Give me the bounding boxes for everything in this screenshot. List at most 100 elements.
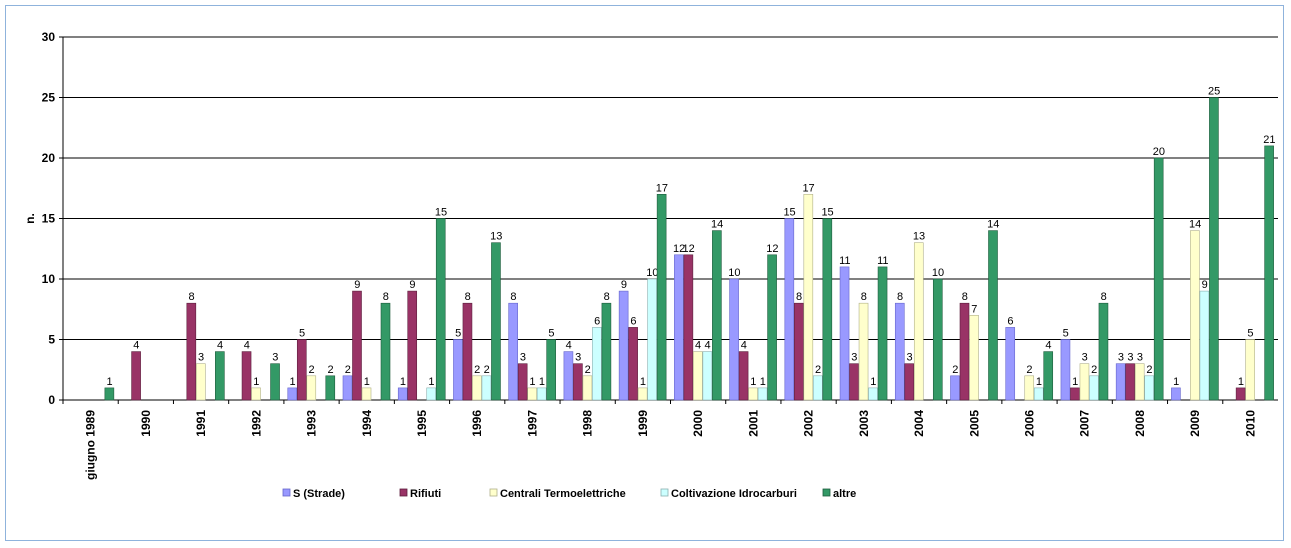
bar-centrali-termoelettriche-2006 (1024, 375, 1035, 401)
bar-centrali-termoelettriche-2010 (1245, 339, 1255, 401)
y-tick-label: 30 (42, 30, 56, 44)
data-label: 3 (851, 352, 857, 364)
data-label: 1 (539, 376, 545, 388)
legend-swatch-s-strade (282, 488, 291, 497)
data-label: 2 (1026, 364, 1032, 376)
bar-s-strade-2003 (839, 266, 850, 401)
data-label: 14 (1189, 219, 1201, 231)
bar-centrali-termoelettriche-2002 (803, 194, 814, 401)
data-label: 3 (520, 352, 526, 364)
data-label: 8 (1101, 291, 1107, 303)
data-label: 11 (877, 255, 888, 267)
x-tick-label: 1998 (581, 410, 595, 437)
x-tick-label: 2009 (1188, 410, 1202, 437)
data-label: 12 (682, 243, 694, 255)
data-label: 10 (932, 267, 944, 279)
bar-rifiuti-2010 (1235, 387, 1246, 401)
bar-altre-1995 (435, 218, 446, 401)
bar-rifiuti-2004 (904, 363, 915, 401)
data-label: 1 (1072, 376, 1078, 388)
x-tick-label: 1995 (415, 410, 429, 437)
data-label: 1 (529, 376, 535, 388)
bar-altre-2009 (1209, 97, 1219, 401)
data-label: 3 (1137, 352, 1143, 364)
bar-coltivazione-idrocarburi-2009 (1199, 290, 1210, 401)
data-label: 12 (673, 243, 685, 255)
bar-centrali-termoelettriche-1999 (637, 387, 648, 401)
data-label: 12 (766, 243, 778, 255)
data-label: 3 (1127, 352, 1133, 364)
data-label: 4 (566, 340, 572, 352)
x-tick-label: 1994 (360, 410, 374, 437)
bar-centrali-termoelettriche-2009 (1190, 230, 1200, 401)
bar-centrali-termoelettriche-1994 (361, 387, 372, 401)
data-label: 4 (133, 340, 139, 352)
data-label: 5 (299, 328, 305, 340)
bar-rifiuti-1994 (352, 290, 362, 401)
bar-centrali-termoelettriche-2000 (693, 351, 703, 401)
data-label: 3 (1118, 352, 1124, 364)
data-label: 5 (455, 328, 461, 340)
data-label: 4 (741, 340, 747, 352)
x-tick-label: giugno 1989 (84, 410, 98, 480)
data-label: 6 (594, 315, 600, 327)
data-label: 13 (913, 231, 925, 243)
data-label: 1 (428, 376, 434, 388)
data-label: 2 (1091, 364, 1097, 376)
bar-rifiuti-1998 (573, 363, 583, 401)
legend-label-s-strade: S (Strade) (293, 488, 345, 500)
bar-s-strade-2000 (674, 254, 684, 401)
data-label: 3 (1082, 352, 1088, 364)
bar-coltivazione-idrocarburi-1997 (536, 387, 547, 401)
bar-rifiuti-2005 (959, 302, 970, 401)
bar-s-strade-2007 (1060, 339, 1071, 401)
data-label: 10 (728, 267, 740, 279)
bar-altre-1997 (546, 339, 556, 401)
data-label: 8 (897, 291, 903, 303)
data-label: 6 (630, 315, 636, 327)
chart-frame (5, 5, 1284, 541)
bar-coltivazione-idrocarburi-2002 (813, 375, 823, 401)
y-axis-label: n. (23, 213, 37, 224)
bar-coltivazione-idrocarburi-2007 (1089, 375, 1099, 401)
x-tick-label: 2003 (857, 410, 871, 437)
bar-altre-giugno-1989 (104, 387, 115, 401)
data-label: 5 (1063, 328, 1069, 340)
data-label: 8 (796, 291, 802, 303)
bar-s-strade-1995 (397, 387, 408, 401)
data-label: 1 (364, 376, 370, 388)
data-label: 20 (1153, 146, 1165, 158)
legend-swatch-rifiuti (399, 488, 408, 497)
data-label: 11 (839, 255, 850, 267)
data-label: 3 (906, 352, 912, 364)
data-label: 3 (272, 352, 278, 364)
legend-label-centrali-termoelettriche: Centrali Termoelettriche (500, 488, 626, 500)
bar-centrali-termoelettriche-1991 (196, 363, 206, 401)
x-tick-label: 2001 (746, 410, 760, 437)
bar-altre-1991 (215, 351, 225, 401)
bar-altre-1993 (325, 375, 336, 401)
y-tick-label: 0 (48, 393, 55, 407)
bar-coltivazione-idrocarburi-1999 (647, 278, 657, 401)
bar-centrali-termoelettriche-1992 (251, 387, 261, 401)
legend-swatch-centrali-termoelettriche (489, 488, 498, 497)
bar-altre-2001 (767, 254, 777, 401)
data-label: 10 (646, 267, 658, 279)
x-tick-label: 2006 (1022, 410, 1036, 437)
x-tick-label: 2010 (1243, 410, 1257, 437)
bar-rifiuti-1999 (628, 327, 638, 401)
data-label: 4 (1045, 340, 1051, 352)
data-label: 1 (640, 376, 646, 388)
data-label: 1 (760, 376, 766, 388)
x-tick-label: 1996 (470, 410, 484, 437)
data-label: 8 (465, 291, 471, 303)
x-tick-label: 2007 (1078, 410, 1092, 437)
data-label: 25 (1208, 86, 1220, 98)
data-label: 3 (575, 352, 581, 364)
y-tick-label: 10 (42, 272, 56, 286)
bar-coltivazione-idrocarburi-2008 (1144, 375, 1154, 401)
data-label: 1 (750, 376, 756, 388)
data-label: 6 (1007, 315, 1013, 327)
data-label: 14 (987, 219, 999, 231)
